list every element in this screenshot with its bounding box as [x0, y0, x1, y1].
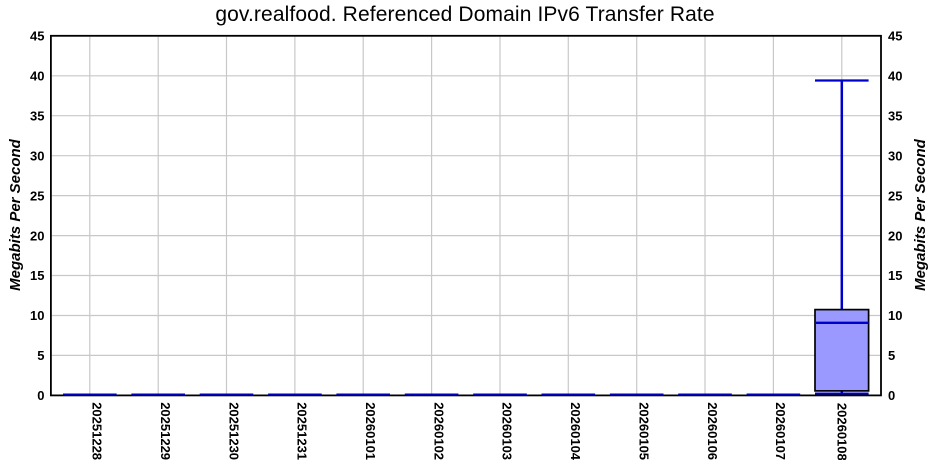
svg-text:35: 35: [30, 108, 44, 123]
svg-text:5: 5: [37, 348, 44, 363]
svg-text:20: 20: [888, 228, 902, 243]
svg-text:20: 20: [30, 228, 44, 243]
svg-text:10: 10: [888, 308, 902, 323]
svg-text:20260106: 20260106: [705, 402, 720, 460]
svg-text:20260103: 20260103: [500, 402, 515, 460]
svg-text:45: 45: [30, 29, 44, 44]
svg-text:15: 15: [888, 268, 902, 283]
svg-text:10: 10: [30, 308, 44, 323]
svg-text:0: 0: [37, 388, 44, 403]
svg-text:45: 45: [888, 29, 902, 44]
svg-text:25: 25: [888, 188, 902, 203]
svg-text:20251231: 20251231: [295, 402, 310, 460]
svg-text:Megabits Per Second: Megabits Per Second: [912, 138, 929, 291]
svg-text:gov.realfood. Referenced Domai: gov.realfood. Referenced Domain IPv6 Tra…: [215, 3, 714, 26]
svg-text:20260102: 20260102: [431, 402, 446, 460]
svg-text:40: 40: [888, 69, 902, 84]
svg-text:25: 25: [30, 188, 44, 203]
svg-text:20260101: 20260101: [363, 402, 378, 460]
svg-text:40: 40: [30, 69, 44, 84]
svg-text:30: 30: [888, 148, 902, 163]
svg-text:20260105: 20260105: [636, 402, 651, 460]
svg-text:15: 15: [30, 268, 44, 283]
svg-text:20260107: 20260107: [773, 402, 788, 460]
svg-text:20260104: 20260104: [568, 402, 583, 460]
svg-text:20260108: 20260108: [835, 403, 850, 460]
svg-text:20251229: 20251229: [158, 402, 173, 460]
svg-text:20251230: 20251230: [226, 402, 241, 460]
svg-text:20251228: 20251228: [90, 402, 105, 460]
svg-text:30: 30: [30, 148, 44, 163]
svg-text:Megabits Per Second: Megabits Per Second: [7, 138, 24, 291]
svg-text:35: 35: [888, 108, 902, 123]
svg-text:5: 5: [888, 348, 895, 363]
svg-text:0: 0: [888, 388, 895, 403]
